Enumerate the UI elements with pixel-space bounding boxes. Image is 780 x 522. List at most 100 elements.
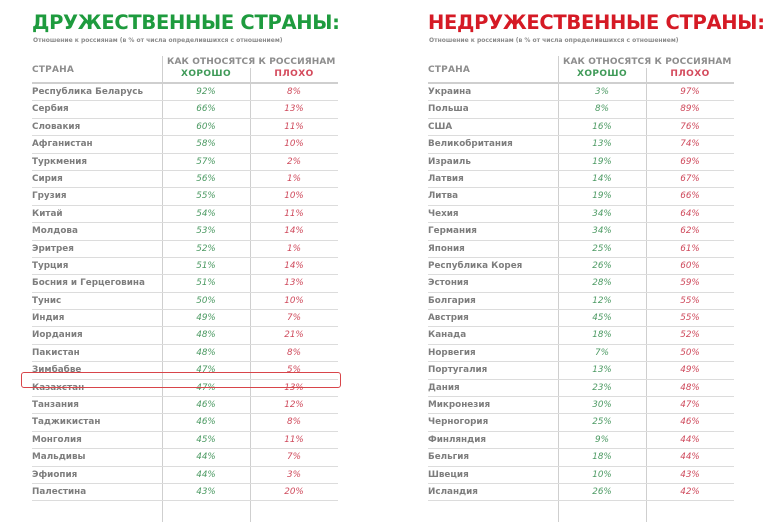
table-row: Япония 25% 61% <box>428 241 734 258</box>
good-value-cell: 47% <box>196 365 216 376</box>
friendly-countries-panel: ДРУЖЕСТВЕННЫЕ СТРАНЫ: Отношение к россия… <box>0 0 390 522</box>
country-cell: Эстония <box>428 278 469 289</box>
bad-value-cell: 11% <box>284 121 304 132</box>
country-cell: Босния и Герцеговина <box>32 278 145 289</box>
column-group-header: КАК ОТНОСЯТСЯ К РОССИЯНАМ <box>563 57 732 67</box>
good-value-cell: 30% <box>592 400 612 411</box>
table-body: Республика Беларусь 92% 8% Сербия 66% 13% Слов… <box>32 84 338 502</box>
table-row: Португалия 13% 49% <box>428 362 734 380</box>
good-value-cell: 56% <box>196 173 216 184</box>
country-cell: Швеция <box>428 469 469 480</box>
country-cell: Австрия <box>428 313 469 324</box>
country-cell: Португалия <box>428 365 488 376</box>
bad-value-cell: 59% <box>680 278 700 289</box>
table-row: Пакистан 48% 8% <box>32 345 338 363</box>
bad-value-cell: 55% <box>680 313 700 324</box>
good-value-cell: 3% <box>595 87 609 97</box>
good-value-cell: 55% <box>196 191 216 202</box>
bad-value-cell: 20% <box>284 486 304 497</box>
bad-value-cell: 21% <box>284 330 304 341</box>
country-cell: Чехия <box>428 208 459 219</box>
table-header: СТРАНА КАК ОТНОСЯТСЯ К РОССИЯНАМ ХОРОШО … <box>428 56 734 522</box>
table-row: США 16% 76% <box>428 119 734 137</box>
country-cell: Норвегия <box>428 347 476 358</box>
bad-value-cell: 43% <box>680 469 700 480</box>
good-value-cell: 19% <box>592 156 612 167</box>
country-cell: Индия <box>32 313 65 324</box>
country-cell: Словакия <box>32 121 81 132</box>
column-divider <box>646 68 647 522</box>
bad-value-cell: 47% <box>680 400 700 411</box>
country-cell: Тунис <box>32 295 62 306</box>
good-value-cell: 7% <box>595 347 609 358</box>
country-cell: Микронезия <box>428 400 491 411</box>
table-row: Эритрея 52% 1% <box>32 241 338 258</box>
country-cell: Республика Корея <box>428 260 523 271</box>
table-row: Республика Беларусь 92% 8% <box>32 84 338 102</box>
country-cell: Болгария <box>428 295 476 306</box>
column-header-bad: ПЛОХО <box>274 69 314 79</box>
good-value-cell: 44% <box>196 452 216 463</box>
good-value-cell: 13% <box>592 139 612 150</box>
good-value-cell: 23% <box>592 382 612 393</box>
bad-value-cell: 44% <box>680 452 700 463</box>
table-row: Чехия 34% 64% <box>428 206 734 224</box>
good-value-cell: 52% <box>196 243 216 254</box>
good-value-cell: 92% <box>196 87 216 97</box>
bad-value-cell: 50% <box>680 347 700 358</box>
country-cell: США <box>428 121 453 132</box>
bad-value-cell: 7% <box>287 313 301 324</box>
unfriendly-countries-subtitle: Отношение к россиянам (в % от числа опре… <box>429 37 679 44</box>
table-row: Грузия 55% 10% <box>32 188 338 206</box>
country-cell: Черногория <box>428 417 489 428</box>
table-row: Турция 51% 14% <box>32 258 338 276</box>
bad-value-cell: 42% <box>680 486 700 497</box>
country-cell: Сирия <box>32 173 63 184</box>
table-header: СТРАНА КАК ОТНОСЯТСЯ К РОССИЯНАМ ХОРОШО … <box>32 56 338 522</box>
country-cell: Танзания <box>32 400 79 411</box>
bad-value-cell: 52% <box>680 330 700 341</box>
country-cell: Дания <box>428 382 460 393</box>
unfriendly-countries-panel: НЕДРУЖЕСТВЕННЫЕ СТРАНЫ: Отношение к росс… <box>390 0 780 522</box>
table-row: Эстония 28% 59% <box>428 275 734 293</box>
column-header-good: ХОРОШО <box>180 69 231 79</box>
bad-value-cell: 1% <box>287 243 301 254</box>
bad-value-cell: 8% <box>287 347 301 358</box>
table-row: Танзания 46% 12% <box>32 397 338 415</box>
bad-value-cell: 67% <box>680 173 700 184</box>
table-row: Бельгия 18% 44% <box>428 449 734 467</box>
table-row: Эфиопия 44% 3% <box>32 467 338 484</box>
country-cell: Грузия <box>32 191 67 202</box>
bad-value-cell: 44% <box>680 434 700 445</box>
table-row: Польша 8% 89% <box>428 101 734 119</box>
country-cell: Таджикистан <box>32 417 101 428</box>
bad-value-cell: 48% <box>680 382 700 393</box>
table-row: Мальдивы 44% 7% <box>32 449 338 467</box>
good-value-cell: 8% <box>595 104 609 115</box>
good-value-cell: 25% <box>592 417 612 428</box>
good-value-cell: 51% <box>196 260 216 271</box>
table-row: Израиль 19% 69% <box>428 154 734 171</box>
good-value-cell: 66% <box>196 104 216 115</box>
table-row: Республика Корея 26% 60% <box>428 258 734 276</box>
bad-value-cell: 10% <box>284 295 304 306</box>
bad-value-cell: 97% <box>680 87 700 97</box>
bad-value-cell: 1% <box>287 173 301 184</box>
country-cell: Германия <box>428 226 477 237</box>
column-divider <box>162 56 163 522</box>
bad-value-cell: 60% <box>680 260 700 271</box>
good-value-cell: 45% <box>196 434 216 445</box>
table-row: Норвегия 7% 50% <box>428 345 734 363</box>
bad-value-cell: 10% <box>284 191 304 202</box>
table-row: Тунис 50% 10% <box>32 293 338 311</box>
good-value-cell: 18% <box>592 330 612 341</box>
column-divider <box>558 56 559 522</box>
table-row: Финляндия 9% 44% <box>428 432 734 450</box>
good-value-cell: 43% <box>196 486 216 497</box>
country-cell: Пакистан <box>32 347 80 358</box>
unfriendly-countries-table: СТРАНА КАК ОТНОСЯТСЯ К РОССИЯНАМ ХОРОШО … <box>428 56 734 522</box>
table-row: Украина 3% 97% <box>428 84 734 102</box>
good-value-cell: 13% <box>592 365 612 376</box>
table-row: Афганистан 58% 10% <box>32 136 338 154</box>
good-value-cell: 50% <box>196 295 216 306</box>
